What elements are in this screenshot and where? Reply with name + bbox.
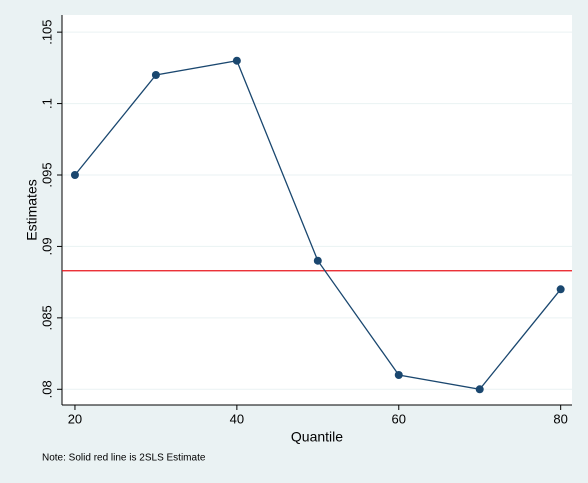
point [70, 171, 79, 179]
point [556, 285, 565, 294]
y-tick-label: .085 [39, 305, 54, 330]
point [151, 71, 160, 79]
y-tick-label: .105 [39, 19, 54, 44]
y-tick-label: .09 [39, 237, 54, 255]
plot-area [62, 15, 572, 405]
point [475, 385, 484, 394]
point [394, 371, 403, 379]
y-tick-label: .1 [39, 98, 54, 109]
y-tick-label: .08 [39, 380, 54, 398]
x-tick-label: 80 [553, 411, 567, 426]
x-tick-label: 20 [68, 411, 82, 426]
point [313, 256, 322, 265]
note: Note: Solid red line is 2SLS Estimate [42, 453, 206, 464]
y-tick-label: .095 [39, 162, 54, 187]
x-tick-label: 60 [392, 411, 406, 426]
x-axis-label: Quantile [291, 429, 343, 445]
x-tick-label: 40 [230, 411, 244, 426]
y-axis-label: Estimates [24, 179, 40, 240]
point [232, 56, 241, 65]
